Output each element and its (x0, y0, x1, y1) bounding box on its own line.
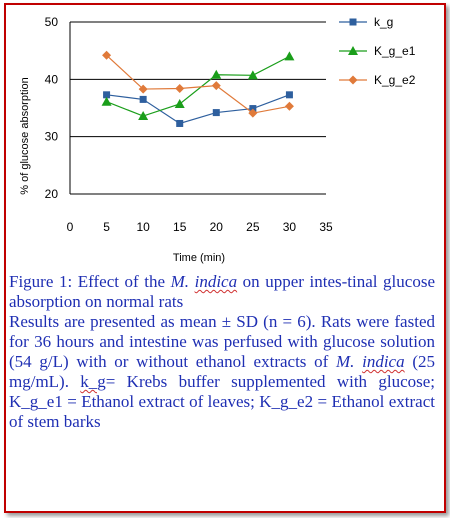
notes-part3: = Krebs buffer supplemented with glucose… (9, 372, 435, 431)
data-point (103, 91, 111, 99)
legend-marker (348, 75, 358, 85)
series-K_g_e1 (101, 51, 295, 121)
figure-notes: Results are presented as mean ± SD (n = … (9, 312, 435, 432)
data-point (284, 51, 295, 61)
series-k_g (103, 91, 293, 127)
figure-title-prefix: Figure 1: Effect of the (9, 272, 171, 291)
data-point (138, 84, 148, 94)
notes-kg-abbrev: k_g (80, 372, 106, 391)
x-tick-label: 25 (246, 220, 260, 234)
tick-labels: 20 30 40 50 0 5 10 15 20 25 30 35 (45, 15, 333, 234)
y-tick-label: 50 (45, 15, 59, 29)
series-lines (101, 50, 295, 127)
figure-frame (4, 3, 446, 513)
data-point (138, 111, 149, 121)
legend-item: K_g_e2 (339, 73, 416, 87)
notes-part2: (25 mg/mL). (9, 352, 435, 391)
figure-title: Figure 1: Effect of the M. indica on upp… (9, 272, 435, 312)
figure-title-genus: M. (170, 272, 195, 291)
series-K_g_e2 (102, 50, 294, 118)
data-point (102, 50, 112, 60)
x-axis-label: Time (min) (173, 252, 225, 264)
data-point (211, 81, 221, 91)
data-point (249, 105, 257, 113)
data-point (212, 109, 220, 117)
series-line (106, 55, 290, 117)
legend-marker (348, 46, 358, 55)
series-line (106, 54, 290, 114)
series-line (106, 94, 290, 125)
x-tick-label: 5 (103, 220, 110, 234)
notes-part1: Results are presented as mean ± SD (n = … (9, 312, 435, 371)
legend-item: K_g_e1 (339, 44, 416, 58)
data-point (285, 91, 293, 99)
legend-label: K_g_e2 (374, 73, 416, 87)
x-tick-label: 10 (136, 220, 150, 234)
notes-genus: M. (335, 352, 363, 371)
data-point (211, 69, 222, 79)
legend-item: k_g (339, 15, 393, 29)
data-point (284, 101, 294, 111)
notes-species: indica (362, 352, 405, 371)
legend-label: k_g (374, 15, 393, 29)
y-tick-label: 20 (45, 187, 59, 201)
x-tick-label: 15 (173, 220, 187, 234)
data-point (247, 70, 258, 80)
x-tick-label: 0 (67, 220, 74, 234)
y-axis-label: % of glucose absorption (19, 77, 31, 194)
data-point (174, 98, 185, 108)
data-point (176, 119, 184, 127)
legend-label: K_g_e1 (374, 44, 416, 58)
data-point (101, 96, 112, 106)
y-tick-label: 40 (45, 72, 59, 86)
x-tick-label: 35 (319, 220, 333, 234)
data-point (139, 95, 147, 103)
y-tick-label: 30 (45, 130, 59, 144)
data-point (248, 108, 258, 118)
axes (69, 22, 326, 195)
x-tick-label: 30 (283, 220, 297, 234)
legend: k_g K_g_e1 K_g_e2 (339, 15, 416, 87)
line-chart: 20 30 40 50 0 5 10 15 20 25 30 35 k_g K_g_e1 K_g_e2 T… (19, 15, 416, 264)
figure-title-species: indica (194, 272, 238, 291)
figure-caption: Figure 1: Effect of the M. indica on upp… (9, 272, 435, 432)
figure-title-rest: on upper intes-tinal glucose absorption … (9, 272, 435, 311)
data-point (175, 84, 185, 94)
legend-marker (349, 18, 357, 26)
x-tick-label: 20 (210, 220, 224, 234)
